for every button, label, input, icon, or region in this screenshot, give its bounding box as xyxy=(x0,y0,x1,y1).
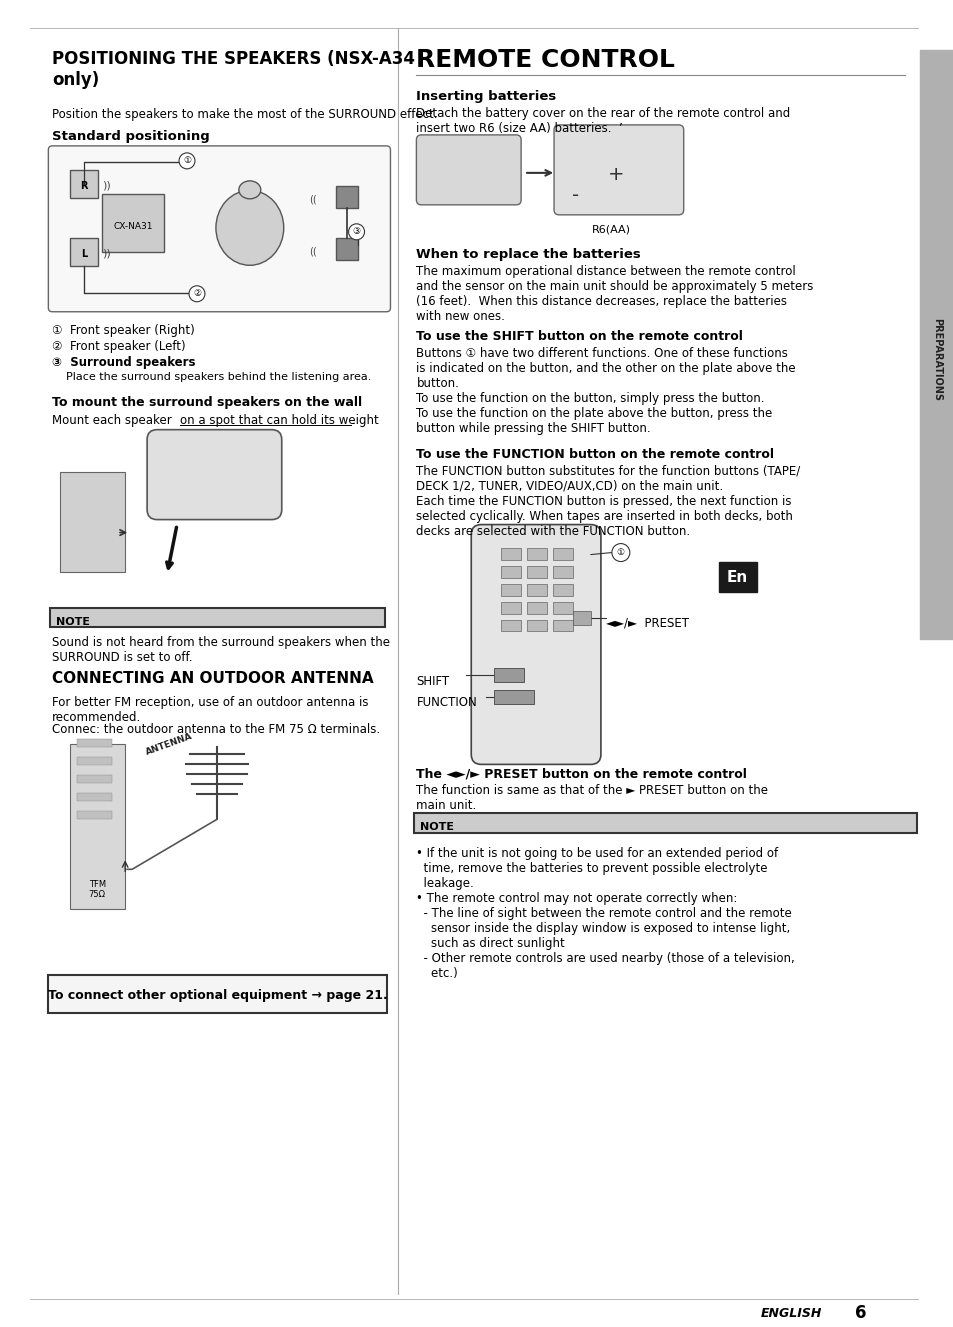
Text: +: + xyxy=(607,166,623,184)
Bar xyxy=(718,561,756,592)
Text: To use the FUNCTION button on the remote control: To use the FUNCTION button on the remote… xyxy=(416,447,774,460)
Bar xyxy=(77,758,112,766)
Text: The FUNCTION button substitutes for the function buttons (TAPE/
DECK 1/2, TUNER,: The FUNCTION button substitutes for the … xyxy=(416,464,800,537)
Text: TFM
75Ω: TFM 75Ω xyxy=(89,880,106,898)
FancyBboxPatch shape xyxy=(49,975,387,1014)
Bar xyxy=(527,601,546,613)
Text: PREPARATIONS: PREPARATIONS xyxy=(931,318,941,401)
Bar xyxy=(527,548,546,560)
Text: SHIFT: SHIFT xyxy=(416,675,449,687)
Circle shape xyxy=(189,285,205,301)
Bar xyxy=(335,186,357,208)
Bar xyxy=(500,620,520,632)
Text: ENGLISH: ENGLISH xyxy=(760,1307,821,1320)
Text: POSITIONING THE SPEAKERS (NSX-A34
only): POSITIONING THE SPEAKERS (NSX-A34 only) xyxy=(52,50,415,89)
Text: En: En xyxy=(726,571,747,585)
Text: Sound is not heard from the surround speakers when the
SURROUND is set to off.: Sound is not heard from the surround spe… xyxy=(52,637,390,665)
Bar xyxy=(553,620,573,632)
FancyBboxPatch shape xyxy=(554,125,683,215)
Text: R6(AA): R6(AA) xyxy=(591,224,630,235)
Text: ①: ① xyxy=(617,548,624,557)
Text: ((: (( xyxy=(309,247,316,257)
FancyBboxPatch shape xyxy=(147,430,281,520)
Text: 6: 6 xyxy=(854,1304,866,1322)
Bar xyxy=(919,50,953,640)
Bar xyxy=(527,620,546,632)
Bar xyxy=(553,584,573,596)
Text: To connect other optional equipment → page 21.: To connect other optional equipment → pa… xyxy=(48,989,387,1002)
Bar xyxy=(494,669,523,682)
Text: The function is same as that of the ► PRESET button on the
main unit.: The function is same as that of the ► PR… xyxy=(416,784,767,812)
Bar xyxy=(77,775,112,783)
Text: ②: ② xyxy=(193,289,201,299)
Bar xyxy=(71,238,98,265)
Text: FUNCTION: FUNCTION xyxy=(416,695,476,709)
Bar xyxy=(553,548,573,560)
Bar xyxy=(500,565,520,577)
Text: ③: ③ xyxy=(352,227,360,236)
Bar xyxy=(553,565,573,577)
Bar xyxy=(335,238,357,260)
Text: ①: ① xyxy=(183,157,191,166)
Ellipse shape xyxy=(238,180,260,199)
Text: The ◄►/► PRESET button on the remote control: The ◄►/► PRESET button on the remote con… xyxy=(416,767,746,780)
FancyBboxPatch shape xyxy=(416,135,520,204)
Ellipse shape xyxy=(215,190,283,265)
Circle shape xyxy=(179,153,194,169)
Text: REMOTE CONTROL: REMOTE CONTROL xyxy=(416,48,675,72)
Text: ANTENNA: ANTENNA xyxy=(144,731,193,758)
Bar xyxy=(71,744,125,909)
Text: ◄►/►  PRESET: ◄►/► PRESET xyxy=(605,616,688,629)
FancyBboxPatch shape xyxy=(49,146,390,312)
Bar xyxy=(500,584,520,596)
Text: )): )) xyxy=(102,180,111,191)
Text: To use the SHIFT button on the remote control: To use the SHIFT button on the remote co… xyxy=(416,329,742,342)
Text: Position the speakers to make the most of the SURROUND effect.: Position the speakers to make the most o… xyxy=(52,107,437,121)
Text: • If the unit is not going to be used for an extended period of
  time, remove t: • If the unit is not going to be used fo… xyxy=(416,848,794,981)
Bar xyxy=(500,601,520,613)
Circle shape xyxy=(348,224,364,240)
Bar xyxy=(71,170,98,198)
Text: )): )) xyxy=(102,248,111,259)
Text: R: R xyxy=(80,180,88,191)
Text: L: L xyxy=(81,248,88,259)
Bar xyxy=(494,690,534,705)
Text: ②  Front speaker (Left): ② Front speaker (Left) xyxy=(52,340,186,353)
Circle shape xyxy=(611,544,629,561)
Text: Place the surround speakers behind the listening area.: Place the surround speakers behind the l… xyxy=(52,372,372,382)
Text: Standard positioning: Standard positioning xyxy=(52,130,210,143)
Text: ③  Surround speakers: ③ Surround speakers xyxy=(52,356,195,369)
Text: -: - xyxy=(572,186,578,206)
Bar xyxy=(77,739,112,747)
Text: ①  Front speaker (Right): ① Front speaker (Right) xyxy=(52,324,195,337)
FancyBboxPatch shape xyxy=(414,813,916,833)
Text: Inserting batteries: Inserting batteries xyxy=(416,90,556,104)
Text: CX-NA31: CX-NA31 xyxy=(113,223,152,231)
Text: Mount each speaker: Mount each speaker xyxy=(52,414,175,427)
Text: on a spot that can hold its weight: on a spot that can hold its weight xyxy=(180,414,378,427)
Text: When to replace the batteries: When to replace the batteries xyxy=(416,248,640,261)
Text: CONNECTING AN OUTDOOR ANTENNA: CONNECTING AN OUTDOOR ANTENNA xyxy=(52,671,374,686)
Bar xyxy=(77,794,112,802)
Bar xyxy=(527,584,546,596)
Text: Buttons ① have two different functions. One of these functions
is indicated on t: Buttons ① have two different functions. … xyxy=(416,346,795,435)
FancyBboxPatch shape xyxy=(471,524,600,764)
Text: ((: (( xyxy=(309,195,316,204)
Text: Detach the battery cover on the rear of the remote control and
insert two R6 (si: Detach the battery cover on the rear of … xyxy=(416,107,790,135)
Text: Connec: the outdoor antenna to the FM 75 Ω terminals.: Connec: the outdoor antenna to the FM 75… xyxy=(52,723,380,736)
Bar xyxy=(60,471,125,572)
Bar xyxy=(527,565,546,577)
Text: For better FM reception, use of an outdoor antenna is
recommended.: For better FM reception, use of an outdo… xyxy=(52,697,369,725)
FancyBboxPatch shape xyxy=(51,608,385,628)
Text: The maximum operational distance between the remote control
and the sensor on th: The maximum operational distance between… xyxy=(416,265,813,322)
Text: To mount the surround speakers on the wall: To mount the surround speakers on the wa… xyxy=(52,395,362,409)
Bar xyxy=(500,548,520,560)
Text: NOTE: NOTE xyxy=(420,823,454,832)
Text: NOTE: NOTE xyxy=(56,617,91,626)
Bar xyxy=(102,194,164,252)
Bar xyxy=(573,610,590,625)
Text: .: . xyxy=(351,414,355,427)
Bar xyxy=(77,811,112,819)
Bar xyxy=(553,601,573,613)
